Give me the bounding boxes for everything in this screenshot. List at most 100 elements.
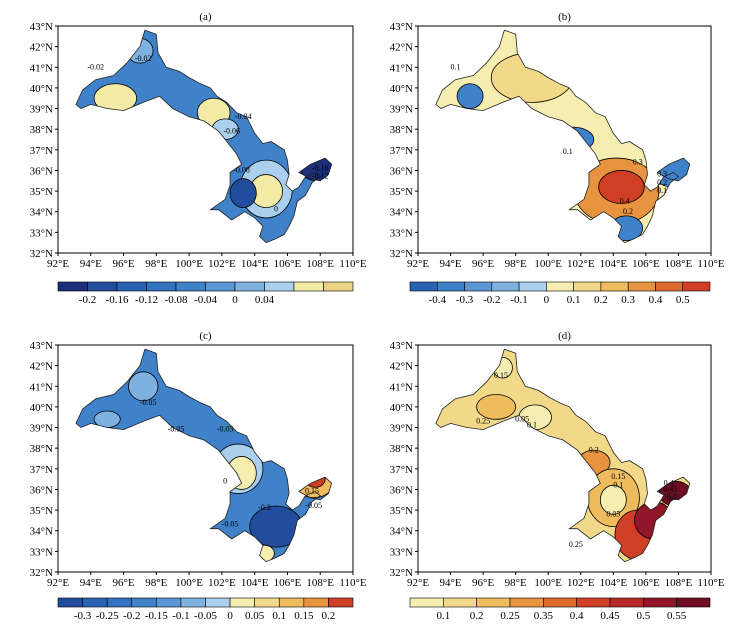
lat-tick-label: 37°N — [390, 145, 413, 157]
contour-label: -0.2 — [258, 503, 271, 512]
contour-label: 0 — [274, 205, 278, 214]
contour-label: 0.45 — [663, 485, 677, 494]
field-background — [435, 349, 690, 562]
lat-tick-label: 38°N — [390, 124, 413, 136]
lon-tick-label: 92°E — [407, 577, 429, 589]
colorbar-label: 0.05 — [245, 610, 265, 622]
contour-label: 0.15 — [305, 487, 319, 496]
colorbar-label: -0.05 — [194, 610, 217, 622]
lon-tick-label: 108°E — [306, 577, 334, 589]
colorbar-label: 0.5 — [636, 610, 650, 622]
lat-tick-label: 42°N — [30, 42, 53, 54]
shaded-field — [76, 30, 332, 243]
contour-label: 0.25 — [476, 416, 490, 425]
field-background — [76, 349, 332, 562]
lat-tick-label: 37°N — [390, 464, 413, 476]
lat-tick-label: 34°N — [30, 526, 53, 538]
contour-label: -0.06 — [223, 126, 240, 135]
contour-label: 0.15 — [494, 371, 508, 380]
province-outline — [75, 348, 333, 563]
colorbar-label: -0.08 — [165, 294, 188, 306]
contour-label: -0.02 — [135, 54, 152, 63]
lon-tick-label: 108°E — [306, 258, 334, 270]
colorbar-label: 0 — [227, 610, 233, 622]
contour-label: 0.2 — [589, 445, 599, 454]
colorbar-label: -0.2 — [79, 294, 96, 306]
colorbar-label: 0.35 — [534, 610, 554, 622]
contour-label: 0.05 — [606, 509, 620, 518]
lon-tick-label: 94°E — [80, 577, 102, 589]
contour-label: -0.05 — [222, 520, 239, 529]
lon-tick-label: 98°E — [505, 577, 527, 589]
lat-tick-label: 34°N — [390, 526, 413, 538]
colorbar-swatch — [609, 597, 644, 608]
colorbar-swatch — [229, 597, 255, 608]
lat-tick-label: 35°N — [390, 186, 413, 198]
lon-tick-label: 92°E — [47, 258, 69, 270]
shaded-field — [435, 30, 690, 243]
lon-tick-label: 94°E — [439, 577, 461, 589]
colorbar-label: 0.15 — [294, 610, 314, 622]
lat-tick-label: 41°N — [30, 62, 53, 74]
colorbar-swatch — [293, 281, 324, 292]
lon-tick-label: 104°E — [600, 577, 628, 589]
lon-tick-label: 104°E — [241, 577, 269, 589]
contour-label: 0.4 — [664, 478, 674, 487]
colorbar-swatch — [82, 597, 108, 608]
lon-tick-label: 92°E — [407, 258, 429, 270]
contour-label: -0.05 — [217, 425, 234, 434]
colorbar-swatch — [87, 281, 118, 292]
colorbar-label: -0.1 — [510, 294, 527, 306]
lat-tick-label: 35°N — [30, 505, 53, 517]
contour-label: 0.3 — [633, 157, 643, 166]
colorbar-swatch — [518, 281, 547, 292]
colorbar-swatch — [131, 597, 157, 608]
map-frame — [417, 25, 712, 254]
colorbar-swatch — [175, 281, 206, 292]
colorbar-label: -0.12 — [135, 294, 158, 306]
colorbar-swatch — [328, 597, 354, 608]
lat-tick-label: 33°N — [30, 546, 53, 558]
colorbar-swatch — [436, 281, 465, 292]
colorbar-swatch — [57, 281, 88, 292]
lon-tick-label: 100°E — [175, 577, 203, 589]
map-panel: -0.05 -0.05 -0.05 0 -0.2 0.15 -0.05 -0.05 (c) 92°… — [30, 330, 367, 622]
lat-tick-label: 36°N — [390, 484, 413, 496]
colorbar-swatch — [278, 597, 305, 608]
lon-tick-label: 94°E — [439, 258, 461, 270]
panel-title: (d) — [558, 330, 571, 342]
lon-tick-label: 96°E — [112, 577, 134, 589]
contour-label: 0.5 — [667, 493, 677, 502]
colorbar-swatch — [234, 281, 265, 292]
colorbar-swatch — [254, 597, 280, 608]
province-outline — [435, 29, 691, 244]
map-panel: 0.10.10.30.40.20.30.20.1(b)92°E 94°E 96°E 9… — [390, 11, 725, 306]
lat-tick-label: 43°N — [390, 340, 413, 352]
contour-region — [226, 456, 257, 490]
lat-tick-label: 39°N — [30, 104, 53, 116]
panel-title: (a) — [199, 11, 212, 23]
colorbar-swatch — [543, 597, 577, 608]
map-panel: 0.150.25 0.050.10.20.150.10.050.450.50.40… — [390, 330, 725, 622]
colorbar-label: -0.16 — [106, 294, 129, 306]
colorbar-label: 0 — [232, 294, 238, 306]
contour-region — [229, 178, 257, 209]
colorbar-swatch — [655, 281, 684, 292]
contour-label: -0.05 — [168, 425, 185, 434]
contour-label: 0.2 — [623, 207, 633, 216]
colorbar-label: -0.4 — [429, 294, 447, 306]
map-frame — [57, 25, 354, 254]
colorbar-label: 0.04 — [255, 294, 275, 306]
colorbar-label: -0.2 — [483, 294, 500, 306]
colorbar: 0.1 0.2 0.25 0.35 0.4 0.45 0.5 0.55 — [409, 597, 711, 622]
lat-tick-label: 38°N — [30, 124, 53, 136]
contour-region — [476, 394, 517, 420]
colorbar-label: -0.2 — [123, 610, 140, 622]
province-outline — [435, 348, 691, 563]
colorbar-swatch — [264, 281, 295, 292]
lat-tick-label: 34°N — [30, 207, 53, 219]
lat-tick-label: 35°N — [30, 186, 53, 198]
lat-tick-label: 42°N — [390, 361, 413, 373]
colorbar-swatch — [476, 597, 511, 608]
lat-tick-label: 36°N — [30, 165, 53, 177]
